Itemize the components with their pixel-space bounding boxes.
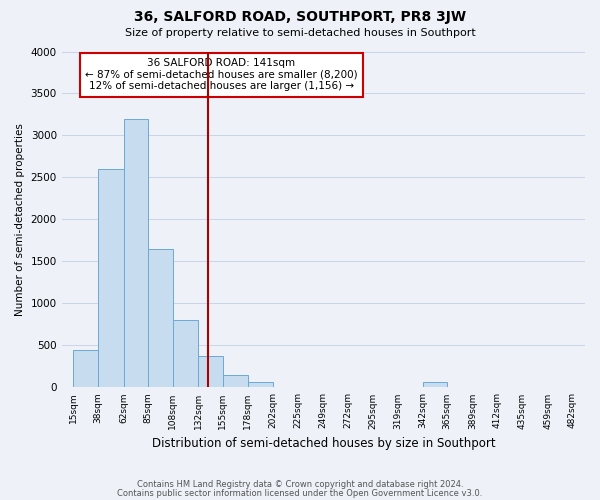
Bar bbox=[223, 375, 248, 388]
Text: Size of property relative to semi-detached houses in Southport: Size of property relative to semi-detach… bbox=[125, 28, 475, 38]
Y-axis label: Number of semi-detached properties: Number of semi-detached properties bbox=[15, 123, 25, 316]
Bar bbox=[98, 169, 124, 388]
Bar bbox=[199, 356, 223, 388]
Bar bbox=[173, 320, 199, 388]
Bar bbox=[248, 382, 273, 388]
Bar bbox=[73, 350, 98, 388]
X-axis label: Distribution of semi-detached houses by size in Southport: Distribution of semi-detached houses by … bbox=[152, 437, 495, 450]
Text: 36 SALFORD ROAD: 141sqm
← 87% of semi-detached houses are smaller (8,200)
12% of: 36 SALFORD ROAD: 141sqm ← 87% of semi-de… bbox=[85, 58, 358, 92]
Bar bbox=[148, 249, 173, 388]
Text: 36, SALFORD ROAD, SOUTHPORT, PR8 3JW: 36, SALFORD ROAD, SOUTHPORT, PR8 3JW bbox=[134, 10, 466, 24]
Bar bbox=[124, 118, 148, 388]
Text: Contains public sector information licensed under the Open Government Licence v3: Contains public sector information licen… bbox=[118, 488, 482, 498]
Text: Contains HM Land Registry data © Crown copyright and database right 2024.: Contains HM Land Registry data © Crown c… bbox=[137, 480, 463, 489]
Bar bbox=[422, 382, 447, 388]
